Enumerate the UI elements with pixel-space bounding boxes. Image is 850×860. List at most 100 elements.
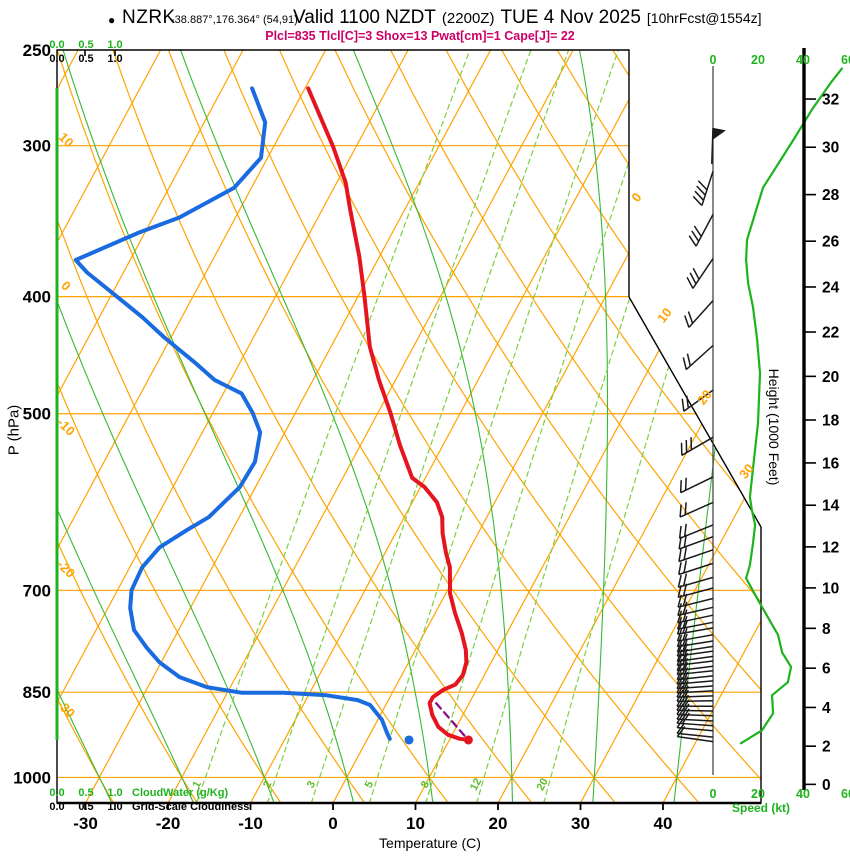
cloudiness-scale-value: 1.0 — [107, 801, 122, 813]
temperature-tick-label: 20 — [489, 814, 508, 833]
wind-barb — [676, 615, 714, 630]
wind-barb — [682, 344, 714, 371]
pressure-tick-label: 300 — [23, 137, 51, 156]
height-tick-label: 8 — [822, 621, 831, 638]
wind-barb — [678, 534, 714, 550]
cloudiness-scale-value: 0.0 — [49, 801, 64, 813]
mixing-ratio-label: 2 — [261, 779, 274, 790]
wind-barb — [676, 676, 714, 690]
cloudwater-scale-value: 1.0 — [107, 787, 122, 799]
temperature-curve — [306, 86, 471, 742]
speed-tick-labels: 00202040406060 — [710, 53, 850, 801]
speed-tick-label-bottom: 20 — [751, 787, 765, 801]
cloudiness-scale-value: 0.0 — [49, 53, 64, 65]
wind-barb — [677, 593, 714, 608]
height-axis-label: Height (1000 Feet) — [766, 368, 782, 486]
height-tick-label: 28 — [822, 187, 840, 204]
wind-barb — [676, 657, 714, 672]
pressure-tick-label: 400 — [23, 288, 51, 307]
cloud-scale-labels: 0.0 0.0 0.0 0.0 0.5 0.5 0.5 0.5 1.0 1.0 1.0 1.0 — [49, 39, 122, 813]
height-tick-label: 26 — [822, 234, 840, 251]
wind-barb — [676, 667, 714, 681]
speed-tick-label-bottom: 0 — [710, 787, 717, 801]
dry-adiabat-lines — [57, 50, 761, 803]
title-bar: ● NZRK -38.887°,176.364° (54,91) Valid 1… — [0, 4, 850, 30]
valid-date: TUE 4 Nov 2025 — [500, 7, 641, 28]
wind-barb — [676, 633, 714, 648]
wind-barb — [692, 171, 714, 207]
wind-barb — [677, 583, 714, 599]
wind-barb — [676, 722, 714, 738]
temperature-tick-label: 0 — [328, 814, 337, 833]
valid-time-utc: (2200Z) — [441, 10, 495, 27]
temperature-tick-label: -30 — [73, 814, 98, 833]
cloudiness-scale-label: Grid-Scale Cloudiness — [132, 801, 250, 813]
height-tick-label: 20 — [822, 369, 839, 386]
surface-markers — [404, 735, 473, 745]
cloudwater-scale-label: CloudWater (g/Kg) — [132, 787, 229, 799]
temperature-tick-label: 40 — [654, 814, 673, 833]
wind-barb — [679, 476, 714, 494]
speed-tick-label-top: 40 — [796, 53, 810, 67]
temperature-tick-labels: -30 -20 -10 0 10 20 30 40 — [73, 814, 672, 833]
cloudiness-scale-value: 1.0 — [107, 53, 122, 65]
speed-tick-label-top: 60 — [841, 53, 850, 67]
dewpoint-curve — [73, 86, 392, 741]
mixing-ratio-label: 1 — [190, 779, 203, 790]
isotherm-label: 10 — [654, 305, 675, 326]
station-bullet-icon: ● — [108, 13, 116, 27]
cloudwater-scale-value: 1.0 — [107, 39, 122, 51]
temperature-tick-label: 10 — [406, 814, 425, 833]
parcel-path — [435, 702, 468, 739]
wind-barb — [676, 648, 714, 663]
pressure-tick-label: 1000 — [13, 768, 51, 787]
height-tick-label: 2 — [822, 739, 831, 756]
station-id: NZRK — [122, 7, 176, 28]
height-tick-label: 16 — [822, 455, 840, 472]
wind-barb — [678, 523, 714, 540]
wind-barb — [676, 621, 714, 635]
cloudiness-scale-value: 0.5 — [78, 801, 93, 813]
station-coordinates: -38.887°,176.364° (54,91) — [171, 14, 298, 26]
cloudiness-scale-value: 0.5 — [78, 53, 93, 65]
isotherm-lines — [57, 50, 761, 803]
pressure-tick-label: 250 — [23, 41, 51, 60]
mixing-ratio-label: 12 — [468, 776, 484, 792]
height-tick-label: 30 — [822, 140, 839, 157]
height-tick-label: 10 — [822, 580, 839, 597]
wind-barb — [676, 652, 714, 667]
wind-barb — [678, 547, 714, 563]
wind-barb — [680, 436, 714, 456]
isotherm-label: 20 — [694, 387, 715, 408]
mixing-ratio-label: 20 — [535, 776, 551, 792]
height-tick-label: 24 — [822, 279, 840, 296]
speed-axis-label: Speed (kt) — [731, 801, 791, 815]
wind-barb — [676, 685, 714, 698]
wind-barb — [677, 601, 714, 617]
mixing-ratio-label: 8 — [419, 779, 432, 790]
wind-barb — [676, 662, 714, 676]
speed-tick-label-top: 0 — [710, 53, 717, 67]
speed-tick-label-bottom: 40 — [796, 787, 810, 801]
mixing-ratio-labels: 1 2 3 5 8 12 20 — [190, 776, 551, 792]
wind-barb — [676, 627, 714, 642]
wind-barb — [684, 300, 714, 328]
wind-barb — [681, 389, 714, 412]
wind-barb — [679, 501, 714, 518]
speed-tick-label-bottom: 60 — [841, 787, 850, 801]
cloudwater-scale-value: 0.5 — [78, 787, 93, 799]
temperature-tick-label: -10 — [238, 814, 263, 833]
pressure-tick-label: 700 — [23, 581, 51, 600]
height-tick-label: 0 — [822, 777, 831, 794]
temperature-tick-label: -20 — [156, 814, 181, 833]
cloudwater-scale-value: 0.5 — [78, 39, 93, 51]
isotherm-label: 0 — [628, 190, 644, 205]
pressure-tick-label: 500 — [23, 405, 51, 424]
pressure-axis-label: P (hPa) — [5, 404, 23, 456]
surface-temperature-dot — [463, 735, 473, 745]
wind-barb — [677, 573, 714, 589]
wind-barb — [710, 127, 726, 164]
plot-frame — [56, 49, 762, 810]
